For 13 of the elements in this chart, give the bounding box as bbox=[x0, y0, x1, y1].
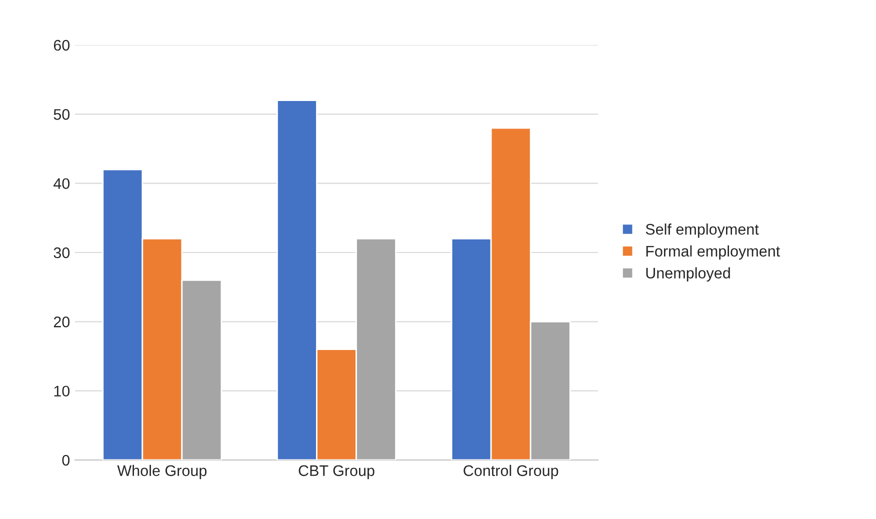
x-tick-label: Whole Group bbox=[117, 464, 207, 480]
x-tick-label: CBT Group bbox=[298, 465, 374, 480]
y-tick-label: 50 bbox=[54, 109, 70, 120]
y-tick-label: 10 bbox=[54, 386, 70, 397]
y-tick-label: 0 bbox=[62, 454, 70, 466]
y-tick-label: 30 bbox=[54, 247, 70, 258]
y-tick-label: 60 bbox=[54, 40, 70, 51]
legend-label: Self employment bbox=[646, 224, 759, 238]
y-tick-label: 20 bbox=[54, 316, 70, 328]
y-tick-label: 40 bbox=[54, 178, 70, 190]
legend-label: Unemployed bbox=[646, 267, 730, 282]
legend-label: Formal employment bbox=[646, 245, 780, 260]
x-tick-label: Control Group bbox=[464, 464, 558, 480]
